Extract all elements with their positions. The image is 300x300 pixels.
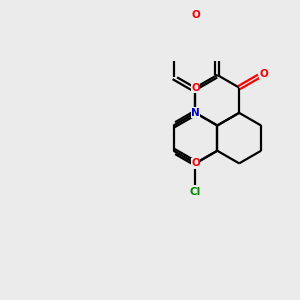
Text: Cl: Cl [190,187,201,197]
Text: O: O [191,158,200,168]
Text: O: O [259,68,268,79]
Text: O: O [191,82,200,93]
Text: O: O [191,10,200,20]
Text: N: N [191,108,200,118]
